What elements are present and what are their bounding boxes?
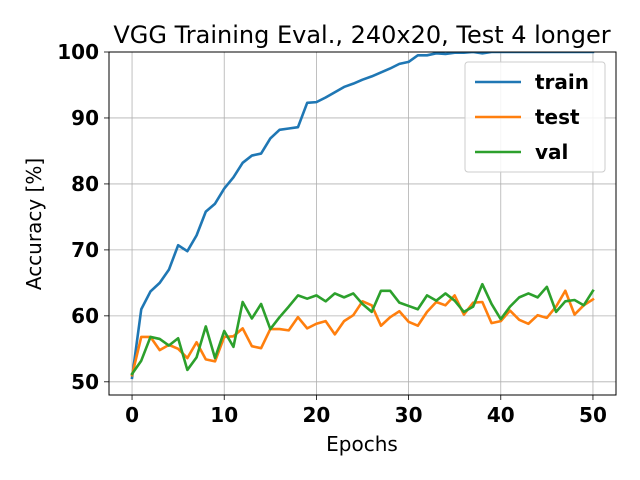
legend: train test val	[464, 61, 606, 173]
legend-box	[464, 61, 606, 173]
x-tick-label: 10	[210, 403, 238, 427]
x-tick-label: 0	[125, 403, 139, 427]
x-tick-label: 30	[395, 403, 423, 427]
plot-frame	[108, 51, 617, 396]
series-line-test	[130, 289, 595, 377]
legend-label-train: train	[535, 70, 589, 94]
series-layer	[130, 52, 595, 380]
x-tick-label: 40	[487, 403, 515, 427]
chart-title: VGG Training Eval., 240x20, Test 4 longe…	[113, 21, 610, 49]
y-tick-label: 70	[71, 238, 99, 262]
x-tick-label: 20	[302, 403, 330, 427]
y-tick-label: 50	[71, 370, 99, 394]
y-tick-label: 60	[71, 304, 99, 328]
ticks: 0 10 20 30 40 50 50 60 70 80 90 100	[57, 40, 607, 427]
series-line-val	[130, 282, 595, 376]
y-axis-label: Accuracy [%]	[22, 158, 46, 290]
legend-label-test: test	[535, 105, 580, 129]
y-tick-label: 80	[71, 172, 99, 196]
series-line-train	[130, 52, 595, 380]
legend-label-val: val	[535, 140, 568, 164]
y-tick-label: 90	[71, 106, 99, 130]
x-axis-label: Epochs	[326, 432, 398, 456]
x-tick-label: 50	[579, 403, 607, 427]
y-tick-label: 100	[57, 40, 99, 64]
